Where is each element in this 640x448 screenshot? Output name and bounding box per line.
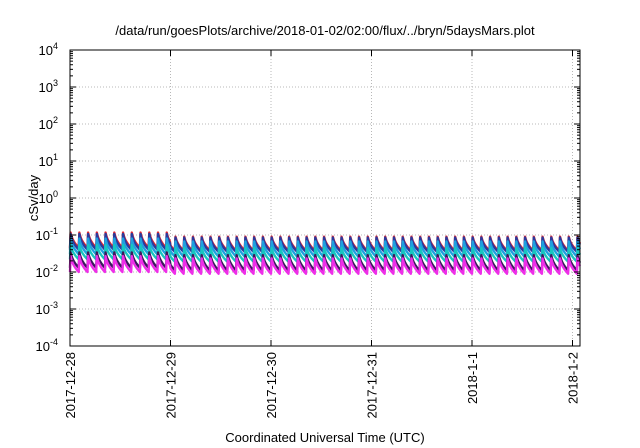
y-tick-label: 103 bbox=[39, 78, 58, 95]
y-tick-label: 102 bbox=[39, 115, 58, 132]
x-axis: 2017-12-28 2017-12-29 2017-12-30 2017-12-31… bbox=[63, 50, 581, 419]
x-tick-label: 2017-12-31 bbox=[365, 352, 380, 419]
chart-title: /data/run/goesPlots/archive/2018-01-02/0… bbox=[115, 23, 535, 38]
y-tick-label: 10-3 bbox=[36, 300, 58, 317]
y-tick-label: 100 bbox=[39, 189, 58, 206]
x-tick-label: 2018-1-2 bbox=[566, 352, 581, 404]
x-tick-label: 2017-12-30 bbox=[264, 352, 279, 419]
x-axis-label: Coordinated Universal Time (UTC) bbox=[225, 430, 424, 445]
y-tick-label: 104 bbox=[39, 41, 58, 58]
y-axis: 104 103 102 101 100 10-1 10-2 10-3 10-4 bbox=[36, 41, 580, 354]
y-tick-label: 101 bbox=[39, 152, 58, 169]
x-tick-label: 2017-12-29 bbox=[164, 352, 179, 419]
series-line bbox=[68, 255, 582, 275]
y-tick-label: 10-4 bbox=[36, 337, 58, 354]
x-tick-label: 2018-1-1 bbox=[465, 352, 480, 404]
grid bbox=[70, 50, 580, 346]
y-tick-label: 10-1 bbox=[36, 226, 58, 243]
x-tick-label: 2017-12-28 bbox=[63, 352, 78, 419]
y-tick-label: 10-2 bbox=[36, 263, 58, 280]
series-line bbox=[68, 237, 582, 258]
series-group bbox=[68, 231, 582, 275]
y-axis-label: cSv/day bbox=[26, 174, 41, 221]
series-line bbox=[68, 243, 582, 263]
